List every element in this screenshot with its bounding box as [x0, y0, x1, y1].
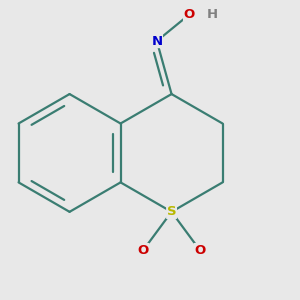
Text: O: O [194, 244, 206, 256]
Text: O: O [184, 8, 195, 21]
Text: O: O [138, 244, 149, 256]
Text: S: S [167, 205, 176, 218]
Text: N: N [151, 34, 162, 48]
Text: H: H [207, 8, 218, 21]
